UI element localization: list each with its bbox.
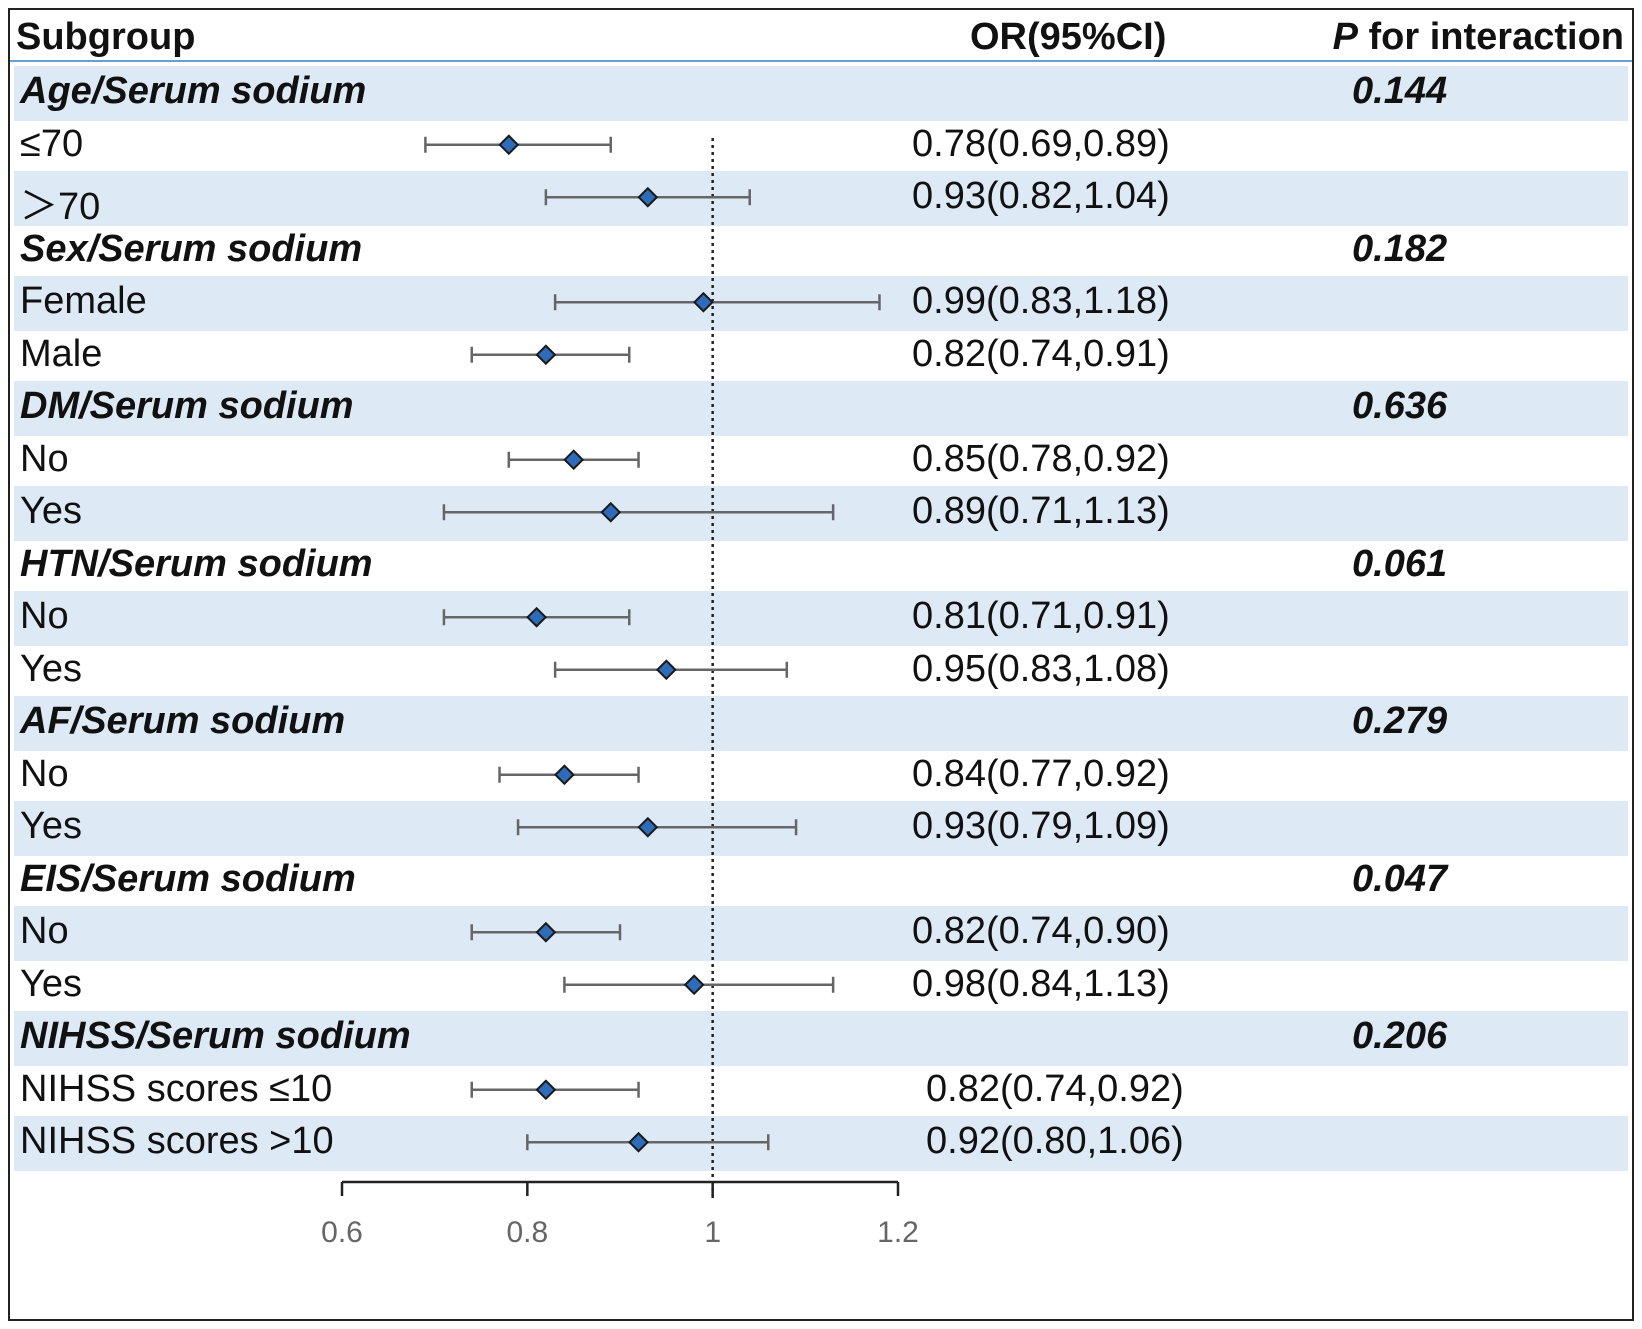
x-tick-label: 0.8 bbox=[506, 1216, 548, 1249]
header-p-rest: for interaction bbox=[1357, 16, 1624, 58]
x-tick-label: 1 bbox=[704, 1216, 721, 1249]
subgroup-row: Yes 0.95(0.83,1.08) bbox=[14, 644, 1628, 699]
subgroup-label: Yes bbox=[20, 962, 82, 1005]
subgroup-label: No bbox=[20, 752, 69, 795]
subgroup-label: Female bbox=[20, 280, 147, 322]
subgroup-label: No bbox=[20, 595, 69, 637]
or-ci-text: 0.81(0.71,0.91) bbox=[912, 595, 1170, 637]
subgroup-row: No 0.81(0.71,0.91) bbox=[14, 591, 1628, 646]
group-label: EIS/Serum sodium bbox=[20, 857, 356, 900]
subgroup-label: ＞70 bbox=[20, 186, 101, 228]
or-ci-text: 0.99(0.83,1.18) bbox=[912, 280, 1170, 322]
subgroup-label: Yes bbox=[20, 647, 82, 690]
group-label: Age/Serum sodium bbox=[20, 70, 367, 112]
subgroup-label: No bbox=[20, 437, 69, 480]
or-ci-text: 0.93(0.79,1.09) bbox=[912, 805, 1170, 847]
p-interaction-value: 0.061 bbox=[1352, 542, 1448, 585]
group-row: DM/Serum sodium 0.636 bbox=[14, 381, 1628, 436]
p-interaction-value: 0.182 bbox=[1352, 227, 1448, 270]
p-interaction-value: 0.144 bbox=[1352, 70, 1448, 112]
header-p-interaction: P for interaction bbox=[1333, 16, 1624, 59]
or-ci-text: 0.84(0.77,0.92) bbox=[912, 752, 1170, 795]
x-tick-label: 0.6 bbox=[321, 1216, 363, 1249]
p-interaction-value: 0.279 bbox=[1352, 700, 1448, 742]
or-ci-text: 0.82(0.74,0.90) bbox=[912, 910, 1170, 952]
subgroup-row: ≤70 0.78(0.69,0.89) bbox=[14, 119, 1628, 174]
group-label: DM/Serum sodium bbox=[20, 385, 354, 427]
group-row: Age/Serum sodium 0.144 bbox=[14, 66, 1628, 121]
or-ci-text: 0.89(0.71,1.13) bbox=[912, 490, 1170, 532]
subgroup-row: No 0.82(0.74,0.90) bbox=[14, 906, 1628, 961]
group-row: AF/Serum sodium 0.279 bbox=[14, 696, 1628, 751]
subgroup-row: Female 0.99(0.83,1.18) bbox=[14, 276, 1628, 331]
group-row: Sex/Serum sodium 0.182 bbox=[14, 224, 1628, 279]
subgroup-label: Male bbox=[20, 332, 103, 375]
or-ci-text: 0.93(0.82,1.04) bbox=[912, 175, 1170, 217]
subgroup-label: NIHSS scores ≤10 bbox=[20, 1067, 333, 1110]
group-row: NIHSS/Serum sodium 0.206 bbox=[14, 1011, 1628, 1066]
or-ci-text: 0.95(0.83,1.08) bbox=[912, 647, 1170, 690]
table-header: Subgroup OR(95%CI) P for interaction bbox=[10, 10, 1632, 62]
subgroup-label: ≤70 bbox=[20, 122, 84, 165]
p-interaction-value: 0.636 bbox=[1352, 385, 1448, 427]
or-ci-text: 0.82(0.74,0.91) bbox=[912, 332, 1170, 375]
subgroup-row: Yes 0.93(0.79,1.09) bbox=[14, 801, 1628, 856]
forest-plot-frame: Subgroup OR(95%CI) P for interaction Age… bbox=[8, 8, 1634, 1321]
or-ci-text: 0.92(0.80,1.06) bbox=[926, 1120, 1184, 1162]
group-label: NIHSS/Serum sodium bbox=[20, 1015, 411, 1057]
group-row: EIS/Serum sodium 0.047 bbox=[14, 854, 1628, 909]
subgroup-label: No bbox=[20, 910, 69, 952]
group-label: HTN/Serum sodium bbox=[20, 542, 373, 585]
group-label: AF/Serum sodium bbox=[20, 700, 346, 742]
header-or: OR(95%CI) bbox=[970, 16, 1167, 58]
or-ci-text: 0.82(0.74,0.92) bbox=[926, 1067, 1184, 1110]
subgroup-row: ＞70 0.93(0.82,1.04) bbox=[14, 171, 1628, 228]
subgroup-row: Yes 0.89(0.71,1.13) bbox=[14, 486, 1628, 541]
group-row: HTN/Serum sodium 0.061 bbox=[14, 539, 1628, 594]
header-p-italic: P bbox=[1332, 16, 1358, 58]
subgroup-row: No 0.84(0.77,0.92) bbox=[14, 749, 1628, 804]
subgroup-row: No 0.85(0.78,0.92) bbox=[14, 434, 1628, 489]
or-ci-text: 0.85(0.78,0.92) bbox=[912, 437, 1170, 480]
x-tick-label: 1.2 bbox=[877, 1216, 919, 1249]
subgroup-label: Yes bbox=[20, 805, 82, 847]
p-interaction-value: 0.047 bbox=[1352, 857, 1448, 900]
header-subgroup: Subgroup bbox=[16, 16, 196, 58]
subgroup-row: NIHSS scores >10 0.92(0.80,1.06) bbox=[14, 1116, 1628, 1171]
subgroup-label: Yes bbox=[20, 490, 82, 532]
p-interaction-value: 0.206 bbox=[1352, 1015, 1448, 1057]
group-label: Sex/Serum sodium bbox=[20, 227, 363, 270]
subgroup-row: NIHSS scores ≤10 0.82(0.74,0.92) bbox=[14, 1064, 1628, 1119]
or-ci-text: 0.98(0.84,1.13) bbox=[912, 962, 1170, 1005]
or-ci-text: 0.78(0.69,0.89) bbox=[912, 122, 1170, 165]
subgroup-row: Male 0.82(0.74,0.91) bbox=[14, 329, 1628, 384]
subgroup-label: NIHSS scores >10 bbox=[20, 1120, 334, 1162]
subgroup-row: Yes 0.98(0.84,1.13) bbox=[14, 959, 1628, 1014]
